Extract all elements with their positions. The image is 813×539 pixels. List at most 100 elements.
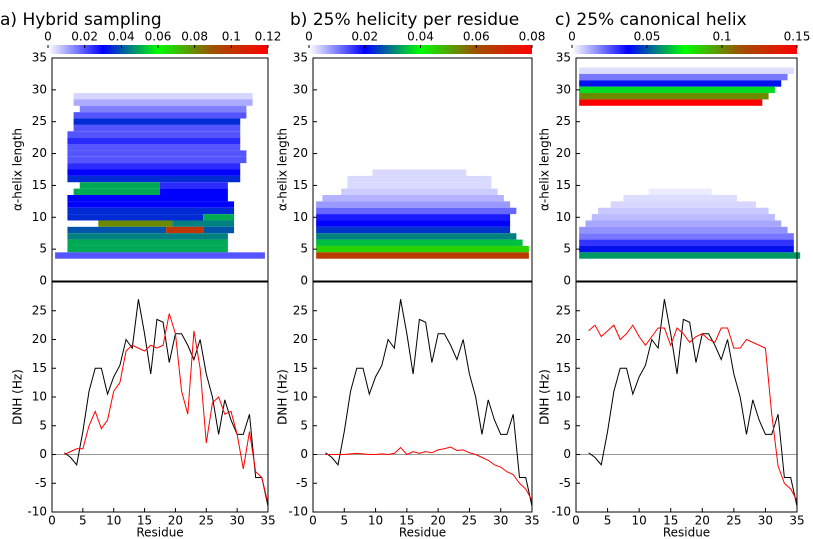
heat-cell — [98, 220, 173, 227]
heat-cell — [579, 73, 788, 81]
y-axis-label: DNH (Hz) — [11, 369, 25, 425]
heat-cell — [316, 201, 511, 208]
heat-cell — [67, 239, 228, 246]
heat-cell — [67, 137, 241, 145]
y-tick-label: 0 — [39, 274, 47, 288]
plot-frame — [312, 281, 533, 513]
heat-cell — [579, 80, 782, 87]
plot-frame — [575, 281, 798, 513]
heat-cell — [73, 93, 253, 100]
y-tick-label: 0 — [39, 447, 47, 461]
plot-frame — [312, 57, 533, 282]
y-axis-label: α-helix length — [11, 128, 25, 211]
x-tick-label: 10 — [632, 514, 647, 528]
x-tick-label: 15 — [137, 514, 152, 528]
heat-cell — [73, 124, 241, 132]
y-tick-label: -5 — [559, 476, 571, 490]
heat-cell — [372, 169, 467, 176]
heat-cell — [316, 207, 517, 215]
heat-cell — [67, 207, 235, 215]
heat-cell — [316, 252, 529, 259]
y-tick-label: 10 — [32, 210, 47, 224]
colorbar-tick-label: 0.04 — [108, 30, 135, 44]
heat-cell — [67, 214, 204, 221]
x-axis-label: Residue — [136, 526, 183, 539]
heat-cell — [67, 169, 241, 176]
x-tick-label: 35 — [524, 514, 539, 528]
data-line — [588, 299, 798, 507]
x-tick-label: 5 — [79, 514, 87, 528]
colorbar — [309, 45, 532, 54]
y-tick-label: 5 — [563, 242, 571, 256]
x-tick-label: 5 — [340, 514, 348, 528]
heat-cell — [67, 144, 241, 151]
heat-cell — [67, 233, 228, 240]
heat-cell — [579, 252, 801, 259]
y-axis-label: α-helix length — [538, 128, 552, 211]
y-tick-label: 10 — [293, 210, 308, 224]
y-tick-label: 25 — [293, 114, 308, 128]
heat-cell — [591, 214, 775, 221]
y-tick-label: -10 — [551, 505, 571, 519]
y-tick-label: 0 — [563, 447, 571, 461]
heat-cell — [203, 226, 235, 234]
y-tick-label: -10 — [288, 505, 308, 519]
heat-cell — [623, 194, 738, 202]
y-tick-label: 5 — [563, 418, 571, 432]
heat-cell — [79, 105, 247, 113]
heat-cell — [166, 226, 204, 234]
heat-cell — [67, 163, 241, 170]
heat-cell — [316, 214, 511, 221]
x-tick-label: 25 — [462, 514, 477, 528]
colorbar-tick-label: 0.15 — [784, 30, 811, 44]
data-line — [325, 446, 533, 501]
heat-cell — [585, 220, 782, 227]
heat-cell — [73, 188, 160, 195]
x-tick-label: 15 — [399, 514, 414, 528]
y-tick-label: 25 — [32, 114, 47, 128]
plot-frame — [51, 57, 269, 282]
x-tick-label: 15 — [663, 514, 678, 528]
colorbar — [48, 45, 268, 54]
y-tick-label: 30 — [556, 82, 571, 96]
y-tick-label: 35 — [32, 51, 47, 65]
x-tick-label: 10 — [106, 514, 121, 528]
heat-cell — [316, 226, 511, 234]
y-tick-label: -10 — [27, 505, 47, 519]
y-tick-label: 35 — [293, 51, 308, 65]
heat-cell — [648, 188, 712, 195]
panel-title: c) 25% canonical helix — [555, 10, 747, 30]
y-tick-label: 20 — [556, 332, 571, 346]
heat-cell — [73, 99, 253, 106]
y-tick-label: -5 — [296, 476, 308, 490]
y-tick-label: 5 — [300, 242, 308, 256]
x-tick-label: 35 — [260, 514, 275, 528]
y-tick-label: 30 — [32, 82, 47, 96]
y-tick-label: 0 — [300, 447, 308, 461]
heat-cell — [579, 67, 794, 74]
y-tick-label: 25 — [32, 303, 47, 317]
heat-cell — [79, 182, 160, 189]
x-tick-label: 20 — [431, 514, 446, 528]
x-tick-label: 5 — [604, 514, 612, 528]
heat-cell — [610, 201, 756, 208]
heat-cell — [316, 220, 511, 227]
y-tick-label: 10 — [556, 210, 571, 224]
y-tick-label: 25 — [293, 303, 308, 317]
y-tick-label: 25 — [556, 114, 571, 128]
heat-cell — [67, 245, 228, 253]
plot-frame — [51, 281, 269, 513]
y-tick-label: 5 — [39, 418, 47, 432]
heat-cell — [579, 99, 763, 106]
plot-frame — [575, 57, 798, 282]
y-axis-label: DNH (Hz) — [538, 369, 552, 425]
y-tick-label: 10 — [293, 390, 308, 404]
colorbar-tick-label: 0 — [44, 30, 52, 44]
heat-cell — [316, 233, 517, 240]
heat-cell — [598, 207, 769, 215]
y-tick-label: 10 — [556, 390, 571, 404]
x-tick-label: 30 — [493, 514, 508, 528]
colorbar — [572, 45, 797, 54]
heat-cell — [579, 93, 769, 100]
